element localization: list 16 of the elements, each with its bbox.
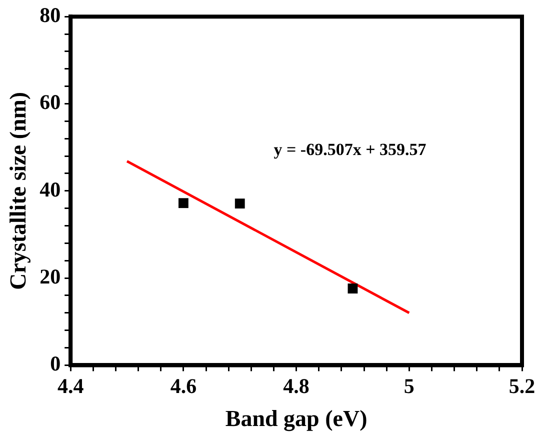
x-tick-label: 4.4 [57,374,84,398]
x-tick-label: 5.2 [508,374,536,398]
x-tick-label: 4.8 [283,374,310,398]
x-tick-label: 5 [404,374,414,398]
point [348,284,358,294]
x-tick-label: 4.6 [170,374,197,398]
y-tick-label: 80 [40,3,61,28]
y-tick-label: 40 [40,177,61,202]
x-axis-title: Band gap (eV) [225,406,368,432]
y-tick-label: 60 [40,90,61,114]
y-tick-label: 0 [50,352,61,376]
point [234,198,245,208]
y-tick-label: 20 [40,264,61,288]
annotation: y = -69.507x + 359.57 [274,140,427,160]
point [178,198,188,208]
y-axis-title: Crystallite size (nm) [6,92,31,290]
